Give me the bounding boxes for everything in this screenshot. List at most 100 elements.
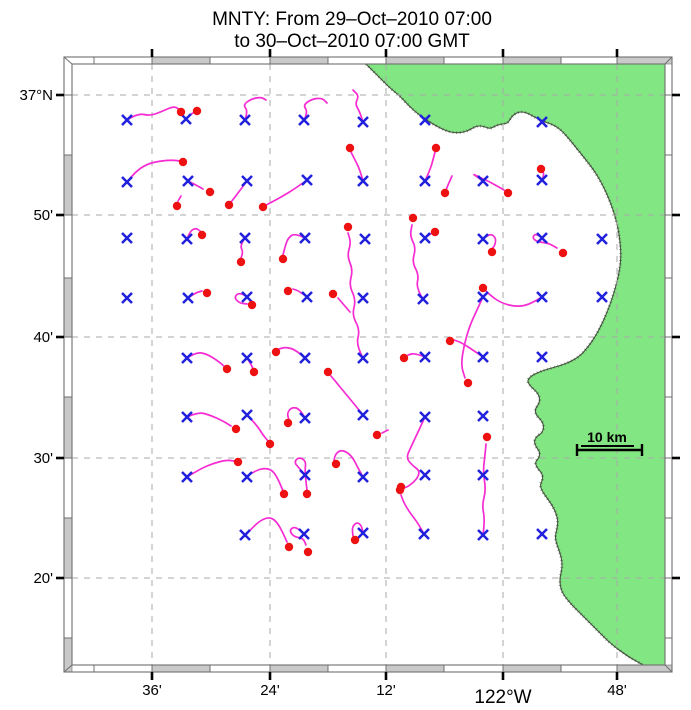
frame-segment xyxy=(63,154,73,216)
grid-marker-x xyxy=(299,352,311,364)
grid-marker-x xyxy=(419,175,431,187)
grid-marker-x xyxy=(357,116,369,128)
trajectory-end-dot xyxy=(197,230,207,240)
drifter-trajectory xyxy=(244,517,288,543)
frame-layer xyxy=(56,49,680,680)
trajectory-end-dot xyxy=(328,289,338,299)
drifter-trajectory xyxy=(347,232,364,359)
frame-corner-miter xyxy=(63,56,73,65)
trajectory-end-dot xyxy=(345,143,355,153)
grid-marker-x xyxy=(536,528,548,540)
grid-marker-x xyxy=(477,529,489,541)
frame-outer xyxy=(63,56,673,673)
grid-layer xyxy=(72,64,665,665)
drifter-trajectory xyxy=(234,292,248,305)
data-layer xyxy=(121,89,608,557)
grid-marker-x xyxy=(299,412,311,424)
frame-segment xyxy=(63,277,73,338)
trajectory-end-dot xyxy=(302,489,312,499)
frame-segment xyxy=(385,664,445,673)
trajectory-end-dot xyxy=(503,188,513,198)
grid-marker-x xyxy=(241,471,253,483)
trajectory-end-dot xyxy=(283,286,293,296)
trajectory-end-dot xyxy=(279,489,289,499)
grid-marker-x xyxy=(417,293,429,305)
drifter-trajectory xyxy=(351,522,364,537)
trajectory-end-dot xyxy=(343,222,353,232)
y-tick-label: 50' xyxy=(33,207,53,224)
grid-marker-x xyxy=(357,175,369,187)
grid-marker-x xyxy=(239,114,251,126)
grid-marker-x xyxy=(241,291,253,303)
grid-marker-x xyxy=(241,409,253,421)
x-tick-label: 12' xyxy=(376,682,396,699)
drifter-trajectory xyxy=(126,106,181,121)
drifter-trajectory xyxy=(186,412,232,427)
frame-segment xyxy=(269,664,329,673)
frame-corner-miter xyxy=(63,664,73,673)
grid-marker-x xyxy=(301,291,313,303)
trajectory-end-dot xyxy=(236,257,246,267)
trajectory-end-dot xyxy=(233,457,243,467)
trajectory-end-dot xyxy=(278,254,288,264)
frame-segment xyxy=(63,517,73,579)
frame-segment xyxy=(616,56,673,65)
trajectory-end-dot xyxy=(372,430,382,440)
x-tick-label: 122°W xyxy=(474,687,531,708)
drifter-trajectory xyxy=(186,227,201,240)
grid-marker-x xyxy=(121,176,133,188)
y-tick-label: 40' xyxy=(33,329,53,346)
x-tick-label: 36' xyxy=(142,682,162,699)
frame-segment xyxy=(63,637,73,673)
grid-marker-x xyxy=(298,114,310,126)
trajectory-end-dot xyxy=(258,202,268,212)
drifter-trajectory xyxy=(243,96,267,121)
grid-marker-x xyxy=(357,352,369,364)
drifter-trajectory xyxy=(445,175,453,191)
grid-marker-x xyxy=(536,291,548,303)
drifter-trajectory xyxy=(532,233,558,249)
trajectory-end-dot xyxy=(176,107,186,117)
drifter-trajectory xyxy=(177,195,182,202)
grid-marker-x xyxy=(239,232,251,244)
drifter-trajectory xyxy=(333,449,364,478)
trajectory-end-dot xyxy=(249,367,259,377)
grid-marker-x xyxy=(419,232,431,244)
drifter-trajectory xyxy=(403,416,426,489)
grid-marker-x xyxy=(359,233,371,245)
grid-marker-x xyxy=(477,469,489,481)
trajectory-end-dot xyxy=(202,288,212,298)
frame-corner-miter xyxy=(664,56,673,65)
grid-marker-x xyxy=(477,175,489,187)
grid-marker-x xyxy=(477,291,489,303)
grid-marker-x xyxy=(536,116,548,128)
frame-segment xyxy=(616,664,673,673)
trajectory-end-dot xyxy=(463,378,473,388)
drifter-trajectory xyxy=(186,459,235,478)
drifter-trajectory xyxy=(482,443,487,536)
scale-bar: 10 km xyxy=(575,429,644,456)
drifter-trajectory xyxy=(482,233,497,250)
axis-labels: 37°N 50' 40' 30' 20' 36' 24' 12' 122°W 48' xyxy=(19,87,626,708)
trajectory-end-dot xyxy=(440,188,450,198)
grid-marker-x xyxy=(181,471,193,483)
trajectory-end-dot xyxy=(303,547,313,557)
drifter-trajectory xyxy=(352,89,364,123)
grid-marker-x xyxy=(181,411,193,423)
trajectory-end-dot xyxy=(478,283,488,293)
drifter-trajectory xyxy=(186,352,226,368)
grid-marker-x xyxy=(477,351,489,363)
grid-marker-x xyxy=(298,528,310,540)
scale-bar-label: 10 km xyxy=(587,429,627,445)
grid-marker-x xyxy=(477,410,489,422)
drifter-trajectory xyxy=(484,289,543,307)
trajectory-end-dot xyxy=(395,485,405,495)
drifter-trajectory xyxy=(246,467,284,492)
frame-segment xyxy=(151,664,211,673)
trajectory-end-dot xyxy=(331,459,341,469)
figure-title-line1: MNTY: From 29–Oct–2010 07:00 xyxy=(212,9,492,30)
drifter-trajectory xyxy=(337,297,351,313)
trajectory-end-dot xyxy=(283,418,293,428)
grid-marker-x xyxy=(182,175,194,187)
